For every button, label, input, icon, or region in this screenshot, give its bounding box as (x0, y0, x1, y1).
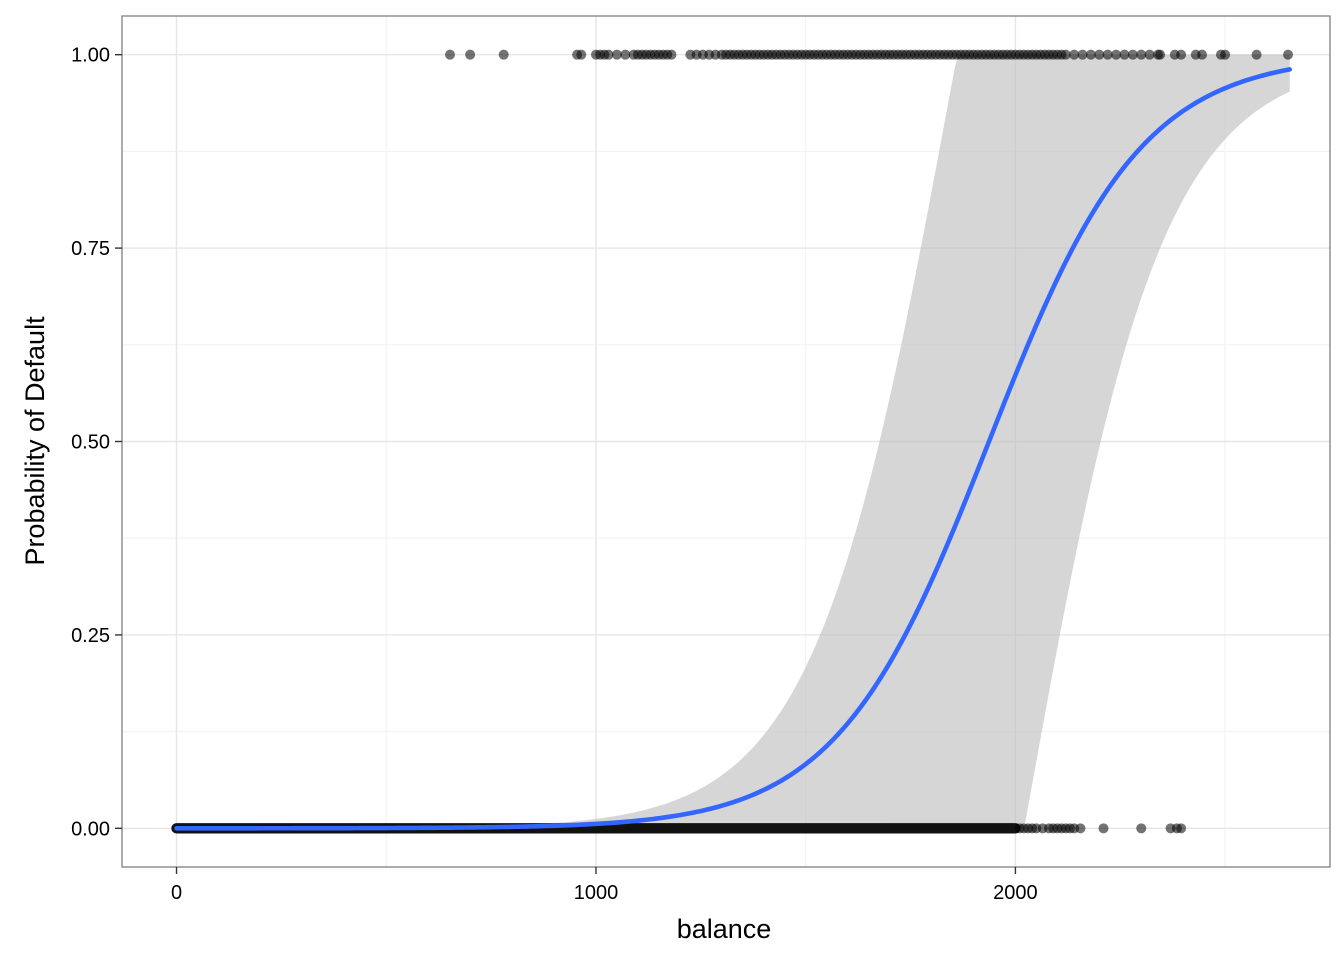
data-point (498, 49, 509, 60)
data-point (465, 49, 476, 60)
data-point (1136, 49, 1147, 60)
y-tick-label: 0.00 (71, 818, 110, 840)
data-point (1136, 823, 1147, 834)
points-layer (171, 49, 1294, 834)
axis-layer: 0 1000 2000 0.00 0.25 0.50 0.75 1.00 (71, 45, 1038, 904)
y-tick-label: 0.50 (71, 432, 110, 454)
data-point (1197, 49, 1208, 60)
data-point (1069, 49, 1080, 60)
y-tick-label: 0.25 (71, 625, 110, 647)
data-point (611, 49, 622, 60)
data-point (576, 49, 587, 60)
x-tick-label: 0 (171, 882, 182, 904)
data-point (1060, 49, 1071, 60)
data-point (1251, 49, 1262, 60)
data-point (1085, 49, 1096, 60)
data-point (1127, 49, 1138, 60)
data-point (620, 49, 631, 60)
confidence-band (176, 54, 1290, 829)
data-point (1119, 49, 1130, 60)
data-point (1155, 49, 1166, 60)
x-tick-label: 1000 (574, 882, 619, 904)
fitted-logistic-curve (174, 67, 1293, 831)
data-point (666, 49, 677, 60)
y-tick-label: 1.00 (71, 45, 110, 67)
data-point (1094, 49, 1105, 60)
x-axis-title: balance (677, 914, 772, 944)
data-point (603, 49, 614, 60)
data-point (1176, 823, 1187, 834)
data-point (1102, 49, 1113, 60)
data-point (1098, 823, 1109, 834)
data-point (1111, 49, 1122, 60)
data-point (1075, 823, 1086, 834)
data-point (1144, 49, 1155, 60)
y-axis-title: Probability of Default (20, 316, 50, 566)
curve-layer (174, 67, 1293, 831)
confidence-band-layer (176, 54, 1290, 829)
y-tick-label: 0.75 (71, 238, 110, 260)
data-point-band (171, 823, 1021, 834)
data-point (1283, 49, 1294, 60)
x-tick-label: 2000 (993, 882, 1038, 904)
data-point (1176, 49, 1187, 60)
data-point (1220, 49, 1231, 60)
data-point (445, 49, 456, 60)
data-point (1077, 49, 1088, 60)
